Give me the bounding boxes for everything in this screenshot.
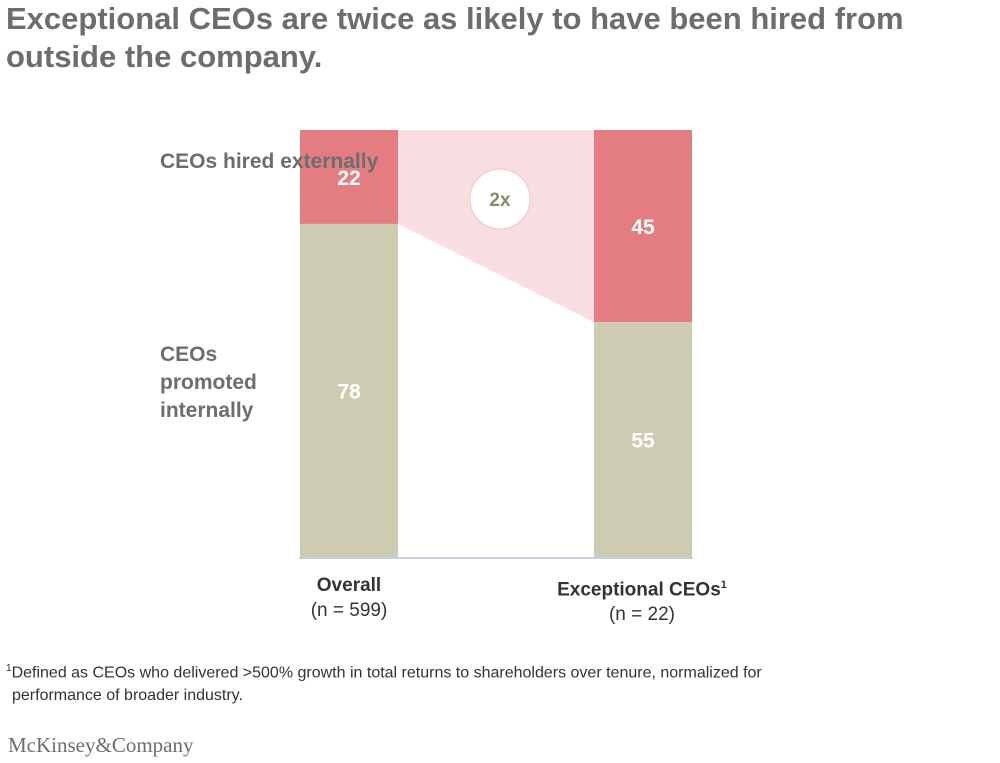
category-sample-size: (n = 22) [608,604,675,626]
category-name: Exceptional CEOs1 [557,579,727,601]
brand-logo: McKinsey&Company [8,733,194,757]
category-sample-size: (n = 599) [310,600,388,621]
row-label-internal: CEOs promoted internally [160,343,257,422]
bar-segment-internal [594,322,692,557]
footnote: 1Defined as CEOs who delivered >500% gro… [6,657,996,707]
footnote-marker: 1 [6,663,12,674]
category-label-exceptional: Exceptional CEOs1 (n = 22) [512,573,772,627]
multiplier-label: 2x [489,190,511,211]
data-label-external: 45 [631,216,655,239]
row-label-external: CEOs hired externally [160,150,379,173]
category-name: Overall [316,575,382,596]
multiplier-badge [469,168,531,230]
data-label-internal: 55 [631,430,655,453]
data-label-external: 22 [337,167,360,190]
bar-segment-external [300,130,398,224]
chart-title: Exceptional CEOs are twice as likely to … [6,1,904,74]
footnote-line-2: performance of broader industry. [12,687,243,705]
data-label-internal: 78 [337,380,361,403]
category-label-overall: Overall (n = 599) [249,573,449,623]
bar-segment-internal [300,223,398,557]
bar-segment-external [594,130,692,323]
footnote-line-1: Defined as CEOs who delivered >500% grow… [11,664,762,682]
